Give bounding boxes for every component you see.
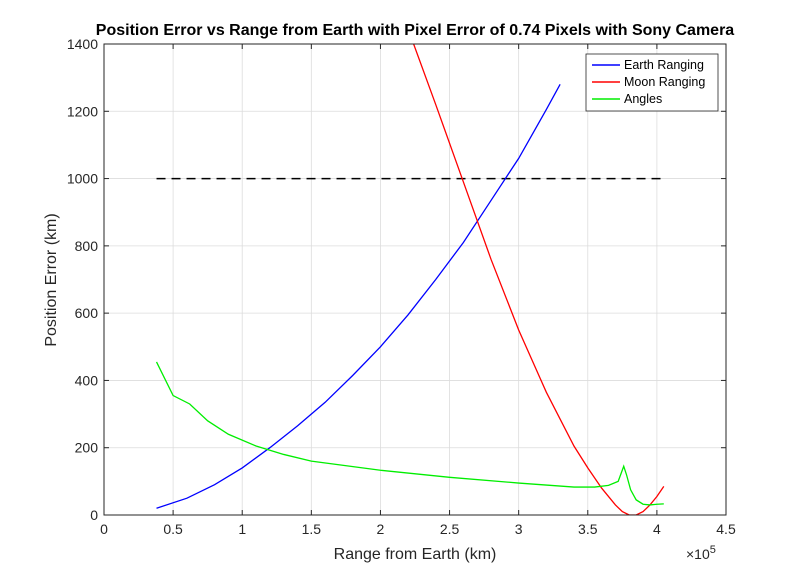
x-tick-label: 4.5 <box>716 521 736 537</box>
y-tick-label: 800 <box>75 238 99 254</box>
y-tick-label: 200 <box>75 440 99 456</box>
series-line-angles <box>155 361 664 506</box>
x-tick-label: 3 <box>515 521 523 537</box>
series-line-moon-ranging <box>413 44 665 515</box>
y-tick-label: 1400 <box>67 36 98 52</box>
y-tick-label: 1200 <box>67 103 98 119</box>
legend-entry-label: Earth Ranging <box>624 58 704 72</box>
x-tick-label: 2.5 <box>440 521 460 537</box>
x-tick-label: 0 <box>100 521 108 537</box>
y-tick-label: 1000 <box>67 171 98 187</box>
x-tick-label: 1.5 <box>302 521 322 537</box>
x-axis-exponent: ×105 <box>686 544 716 562</box>
x-tick-label: 3.5 <box>578 521 598 537</box>
chart-title: Position Error vs Range from Earth with … <box>96 22 735 39</box>
x-tick-label: 2 <box>377 521 385 537</box>
x-axis-exponent-power: 5 <box>710 544 716 556</box>
x-tick-label: 4 <box>653 521 661 537</box>
series-line-earth-ranging <box>156 84 561 509</box>
x-axis-label: Range from Earth (km) <box>334 546 497 563</box>
legend-entry-label: Moon Ranging <box>624 75 705 89</box>
x-tick-label: 0.5 <box>163 521 183 537</box>
y-axis-label: Position Error (km) <box>43 213 60 346</box>
x-tick-label: 1 <box>238 521 246 537</box>
y-tick-label: 400 <box>75 372 99 388</box>
x-axis-exponent-base: ×10 <box>686 546 710 562</box>
ticks: 0 0.5 1 1.5 2 2.5 3 3.5 4 4.5 0 200 400 600 800 1000 120… <box>67 36 736 537</box>
legend-entry-label: Angles <box>624 92 662 106</box>
legend: Earth Ranging Moon Ranging Angles <box>585 53 719 112</box>
series-layer <box>155 44 665 515</box>
y-tick-label: 0 <box>90 507 98 523</box>
plot-frame <box>103 43 727 516</box>
y-tick-label: 600 <box>75 305 99 321</box>
